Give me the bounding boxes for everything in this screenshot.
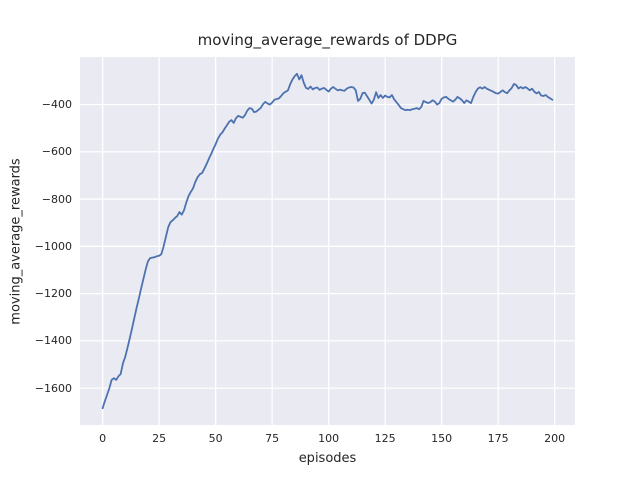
x-tick-label: 0 [99,432,107,445]
plot-area [80,57,575,425]
x-tick-label: 125 [374,432,396,445]
x-tick-label: 150 [431,432,453,445]
x-tick-label: 200 [544,432,566,445]
y-tick-label: −400 [41,98,72,111]
x-tick-label: 175 [487,432,509,445]
x-tick-label: 100 [318,432,340,445]
y-tick-label: −1400 [34,334,72,348]
y-tick-label: −800 [41,192,72,206]
chart-title: moving_average_rewards of DDPG [197,31,458,49]
x-axis-label: episodes [298,451,357,466]
x-tick-label: 25 [152,432,167,445]
ddpg-reward-line [101,72,554,410]
chart-canvas [80,57,575,425]
x-tick-label: 50 [208,432,223,445]
y-tick-label: −1600 [34,381,72,395]
gridlines [80,57,575,425]
x-tick-label: 75 [265,432,280,445]
y-tick-label: −1000 [34,239,72,253]
y-tick-label: −1200 [34,287,72,301]
y-axis-label: moving_average_rewards [8,158,24,325]
y-tick-label: −600 [41,145,72,159]
